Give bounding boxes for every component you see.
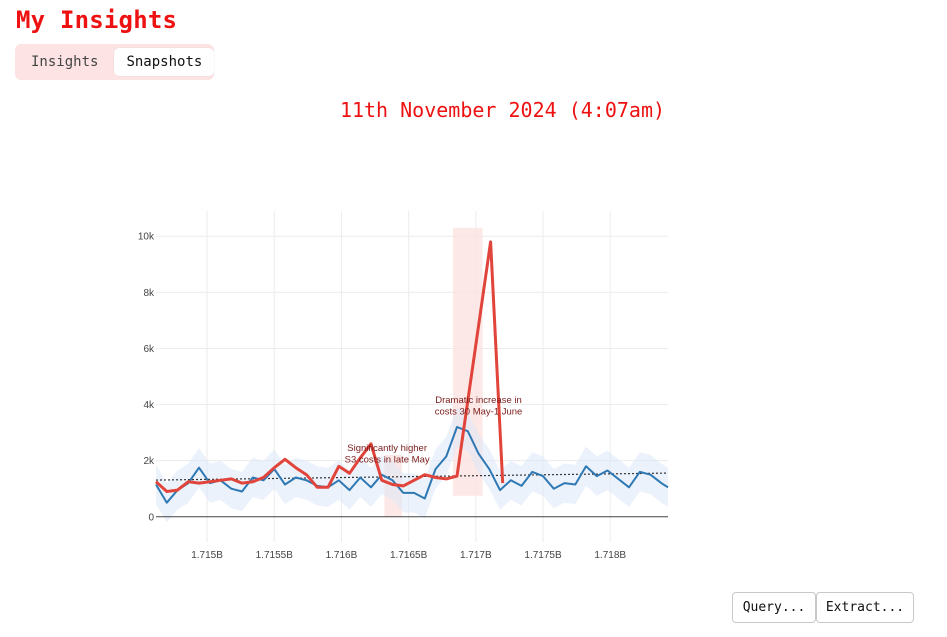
extract-button[interactable]: Extract... [816, 592, 914, 623]
y-tick-label: 0 [148, 512, 154, 523]
query-button[interactable]: Query... [732, 592, 816, 623]
x-tick-label: 1.718B [594, 550, 626, 561]
annotation-line: costs 30 May-1 June [435, 407, 523, 418]
y-tick-label: 8k [143, 288, 155, 299]
tab-snapshots[interactable]: Snapshots [114, 48, 215, 76]
x-tick-label: 1.7165B [390, 550, 428, 561]
view-tabs: Insights Snapshots [15, 44, 215, 80]
baseline-series-line [155, 426, 669, 504]
snapshot-date: 11th November 2024 (4:07am) [339, 98, 666, 122]
x-tick-label: 1.717B [460, 550, 492, 561]
y-tick-label: 4k [143, 400, 155, 411]
confidence-band [156, 407, 668, 523]
y-tick-label: 6k [143, 344, 155, 355]
annotation-line: S3 costs in late May [345, 454, 430, 465]
x-tick-label: 1.715B [191, 550, 223, 561]
threshold-line [155, 472, 669, 481]
x-tick-label: 1.7155B [256, 550, 294, 561]
page-title: My Insights [16, 6, 178, 34]
x-tick-label: 1.716B [326, 550, 358, 561]
annotation: Significantly higher S3 costs in late May [345, 443, 430, 466]
y-tick-label: 2k [143, 456, 155, 467]
annotation: Dramatic increase in costs 30 May-1 June [435, 395, 523, 418]
x-tick-label: 1.7175B [524, 550, 562, 561]
annotation-line: Dramatic increase in [435, 395, 522, 406]
tab-insights[interactable]: Insights [31, 54, 99, 70]
annotation-line: Significantly higher [347, 443, 427, 454]
y-tick-label: 10k [138, 232, 155, 243]
anomaly-series-line [154, 240, 505, 493]
